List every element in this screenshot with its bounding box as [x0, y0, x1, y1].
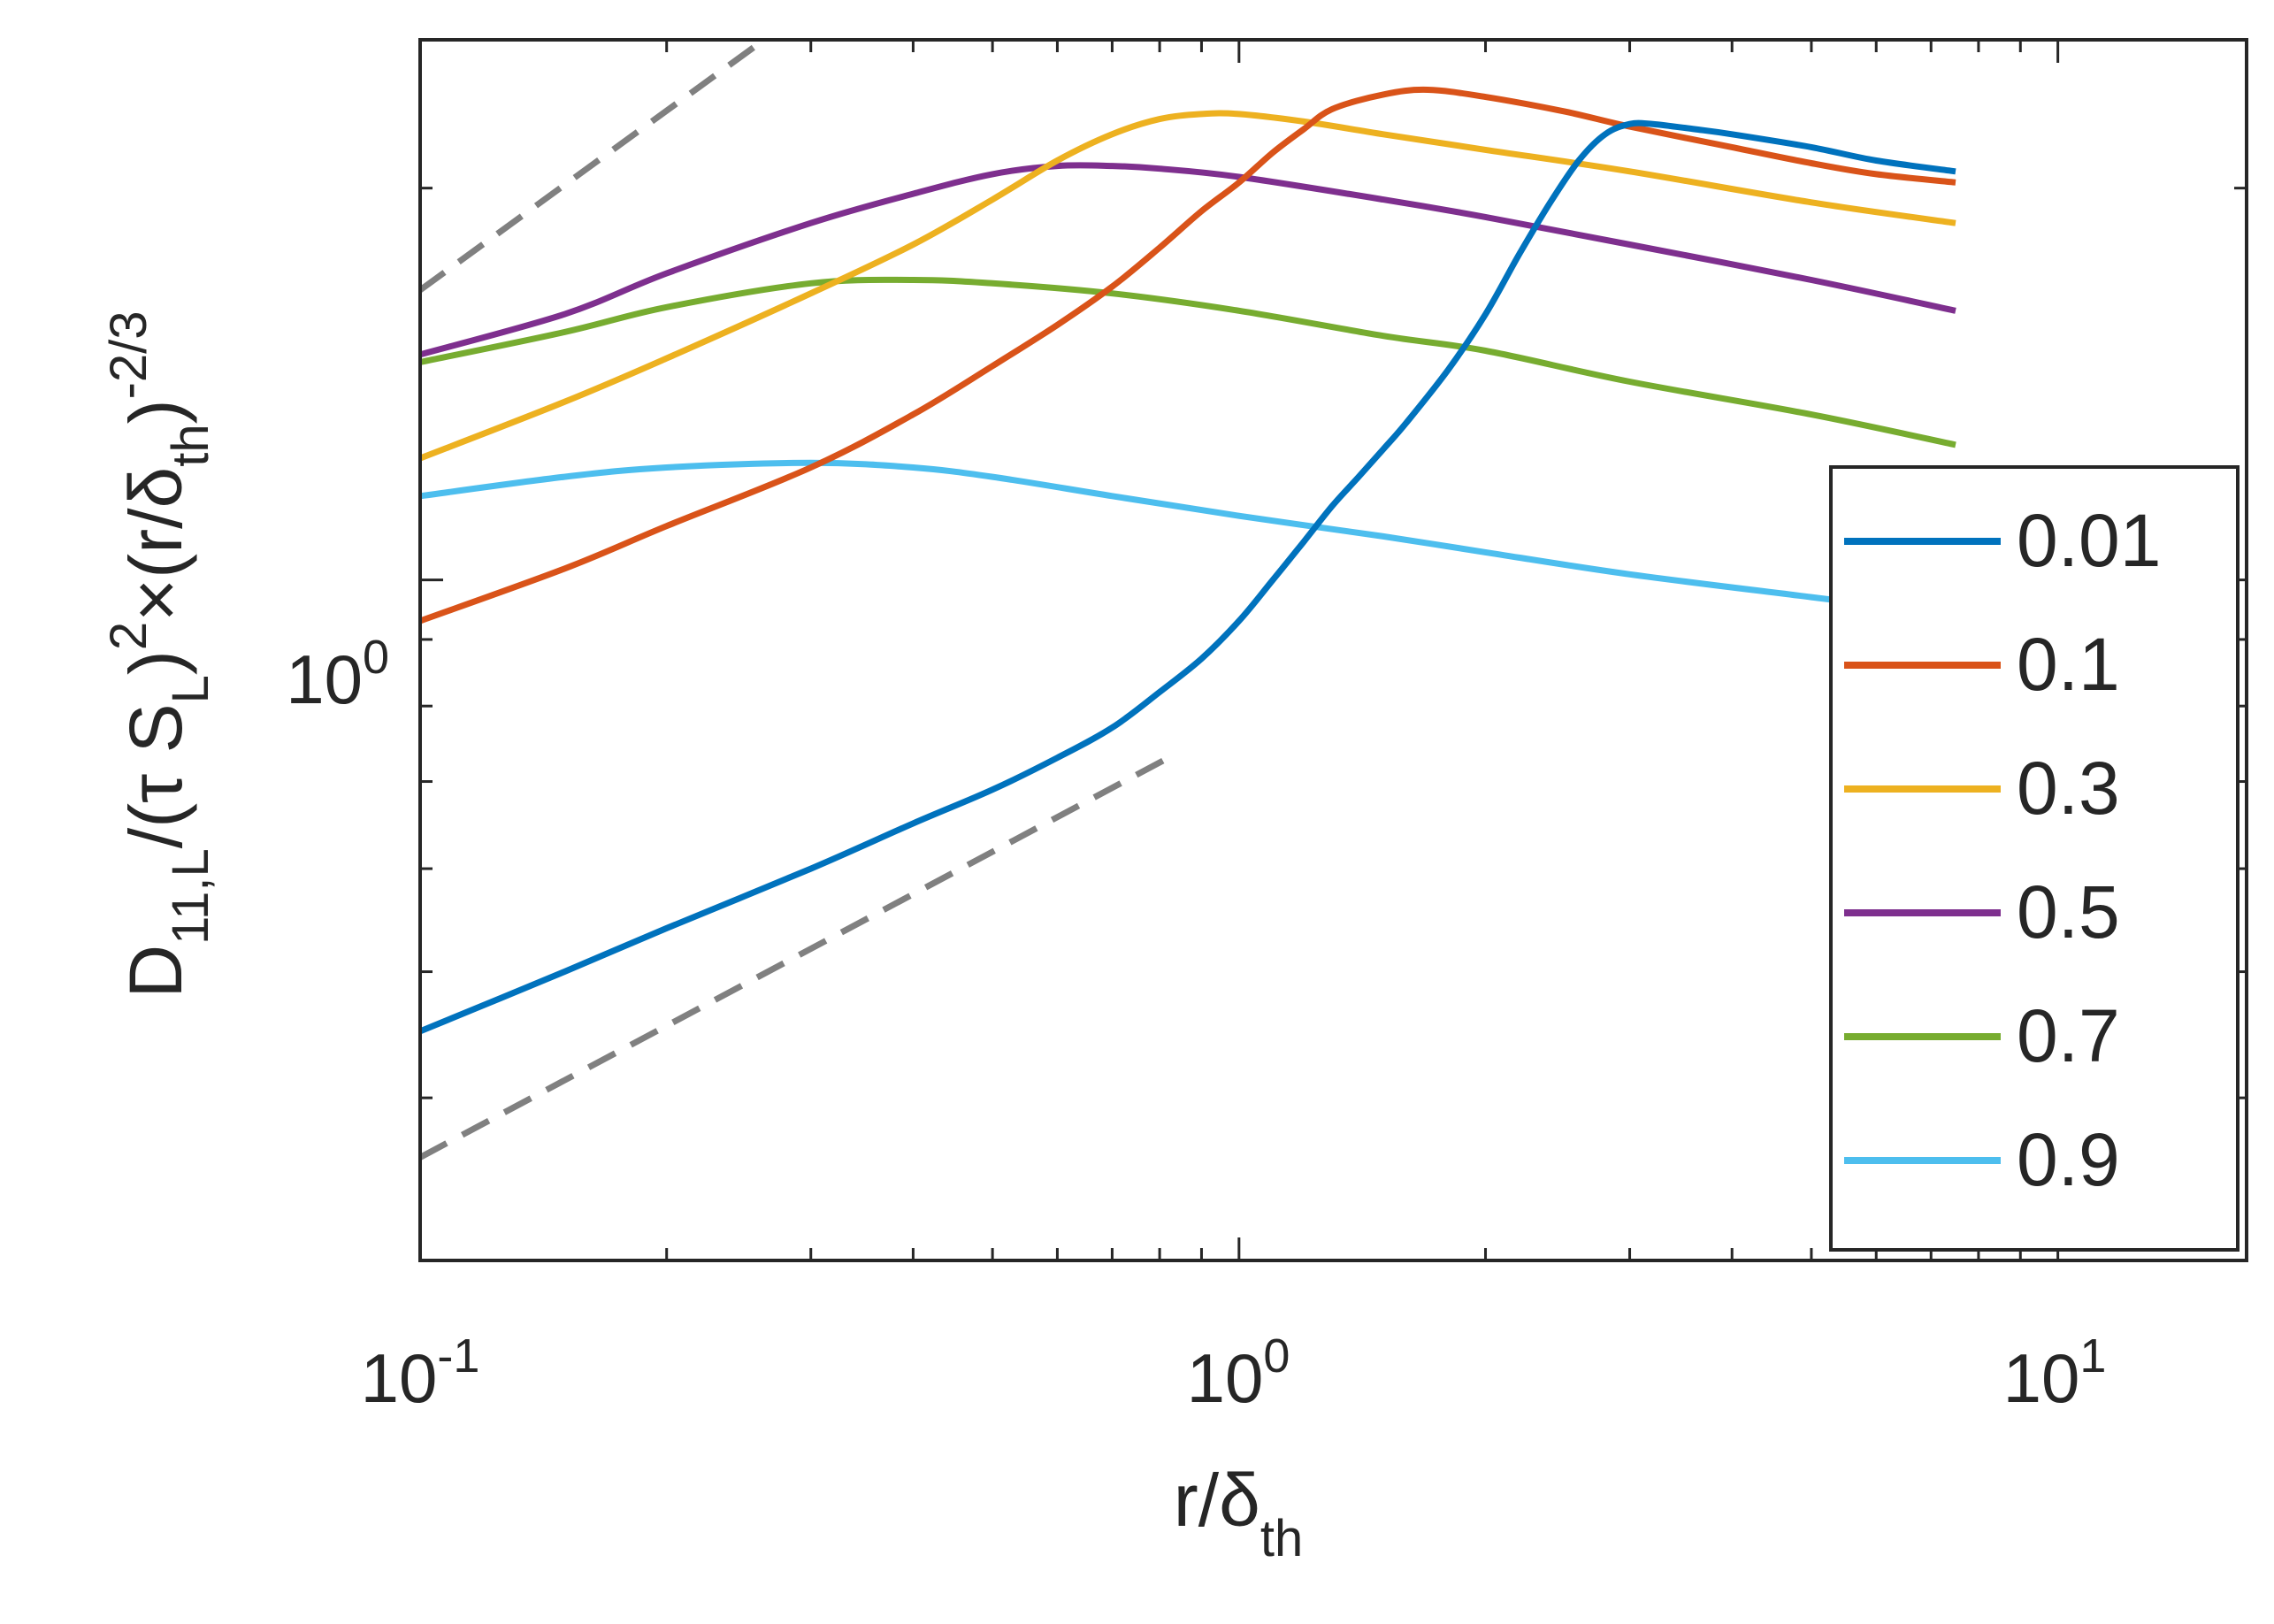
series-line-0.3: [420, 110, 1956, 462]
y-tick-labels: 100: [286, 631, 389, 718]
x-axis-label: r/δth: [1174, 1459, 1303, 1567]
legend-label: 0.5: [2017, 870, 2120, 954]
legend-label: 0.3: [2017, 747, 2120, 830]
series-line-0.7: [420, 276, 1956, 448]
legend-label: 0.1: [2017, 623, 2120, 706]
y-axis-label: D11,L/(τ SL)2×(r/δth)-2/3: [100, 310, 219, 998]
legend-label: 0.9: [2017, 1118, 2120, 1201]
x-tick-label: 100: [1187, 1329, 1290, 1417]
legend-box: [1829, 465, 2240, 1252]
series-line-0.01: [420, 119, 1956, 1035]
legend-label: 0.01: [2017, 499, 2162, 582]
reference-slope-line: [420, 40, 769, 293]
data-series: [420, 86, 1956, 1035]
x-tick-label: 101: [2003, 1329, 2107, 1417]
reference-lines: [420, 40, 1170, 1161]
legend: 0.01 0.1 0.3 0.5 0.7 0.9: [1829, 465, 2240, 1252]
x-tick-label: 10-1: [361, 1329, 480, 1417]
x-tick-labels: 10-1 100 101: [361, 1329, 2107, 1417]
series-line-0.1: [420, 86, 1956, 624]
plot-frame: [418, 38, 2248, 1262]
series-line-0.5: [420, 162, 1956, 358]
y-tick-label: 100: [286, 631, 389, 718]
series-line-0.9: [420, 459, 1956, 618]
legend-label: 0.7: [2017, 994, 2120, 1077]
